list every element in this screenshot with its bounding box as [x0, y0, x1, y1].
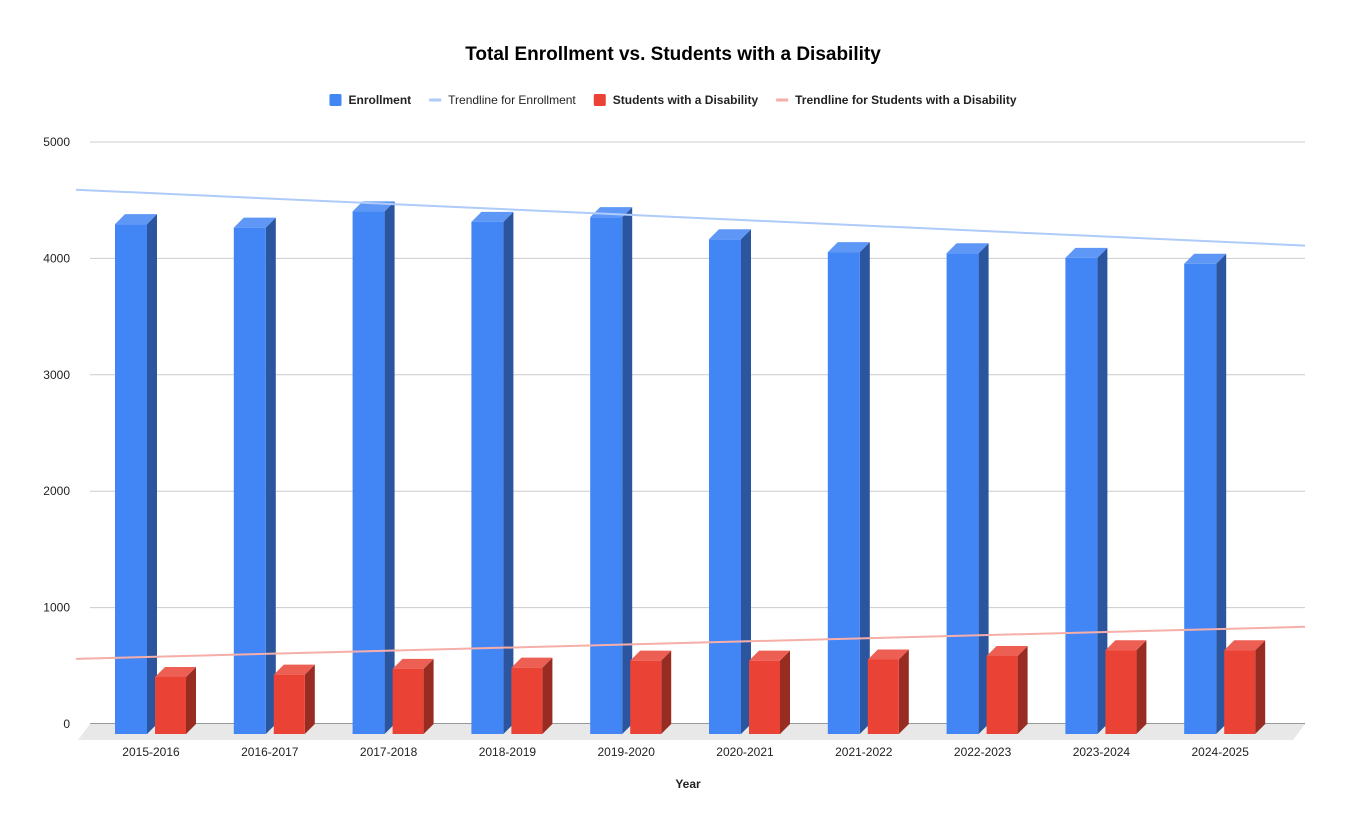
chart-title: Total Enrollment vs. Students with a Dis… [465, 44, 881, 65]
x-axis-title: Year [675, 777, 701, 791]
trendline [75, 625, 1306, 660]
x-tick-label: 2017-2018 [360, 745, 418, 759]
y-axis-ticks: 0 1000 2000 3000 4000 5000 [43, 135, 70, 731]
bar-students-with-a-disability [630, 650, 672, 734]
bar-students-with-a-disability [986, 646, 1028, 734]
bar-enrollment [233, 217, 276, 734]
bar-enrollment [1065, 247, 1108, 734]
x-tick-label: 2018-2019 [479, 745, 537, 759]
bars [115, 201, 1266, 735]
y-tick-label: 5000 [43, 135, 70, 149]
x-tick-label: 2024-2025 [1192, 745, 1250, 759]
y-tick-label: 3000 [43, 368, 70, 382]
x-tick-label: 2021-2022 [835, 745, 893, 759]
bar-enrollment [115, 214, 157, 735]
bar-enrollment [471, 211, 514, 735]
bar-students-with-a-disability [273, 664, 315, 734]
x-axis-ticks: 2015-2016 2016-2017 2017-2018 2018-2019 2019… [122, 745, 1249, 759]
bar-students-with-a-disability [749, 650, 790, 734]
legend-item: Trendline for Students with a Disability [776, 93, 1017, 107]
x-tick-label: 2016-2017 [241, 745, 299, 759]
x-tick-label: 2020-2021 [716, 745, 774, 759]
bar-enrollment [709, 229, 751, 735]
legend: Enrollment Trendline for Enrollment Studen… [329, 93, 1017, 107]
x-tick-label: 2015-2016 [122, 745, 180, 759]
bar-students-with-a-disability [511, 657, 553, 734]
bar-enrollment [1184, 253, 1227, 734]
legend-label: Students with a Disability [613, 93, 759, 107]
legend-item: Enrollment [329, 93, 411, 107]
bar-enrollment [590, 207, 633, 734]
y-tick-label: 1000 [43, 601, 70, 615]
bar-enrollment [352, 201, 395, 734]
legend-label: Trendline for Students with a Disability [795, 93, 1017, 107]
y-tick-label: 0 [63, 717, 70, 731]
legend-label: Enrollment [348, 93, 411, 107]
legend-item: Trendline for Enrollment [429, 93, 576, 107]
y-tick-label: 2000 [43, 484, 70, 498]
bar-enrollment [827, 242, 870, 734]
x-tick-label: 2019-2020 [598, 745, 656, 759]
x-tick-label: 2022-2023 [954, 745, 1012, 759]
legend-label: Trendline for Enrollment [448, 93, 576, 107]
bar-students-with-a-disability [155, 666, 196, 734]
x-tick-label: 2023-2024 [1073, 745, 1131, 759]
y-tick-label: 4000 [43, 251, 70, 265]
legend-item: Students with a Disability [593, 93, 759, 107]
legend-swatch [329, 94, 342, 106]
bar-students-with-a-disability [1224, 640, 1266, 734]
trendline [75, 188, 1306, 247]
trendlines [75, 188, 1306, 660]
bar-students-with-a-disability [1105, 640, 1147, 734]
bar-students-with-a-disability [867, 649, 909, 734]
bar-enrollment [946, 243, 989, 734]
legend-swatch [593, 94, 606, 106]
bar-students-with-a-disability [392, 658, 434, 734]
